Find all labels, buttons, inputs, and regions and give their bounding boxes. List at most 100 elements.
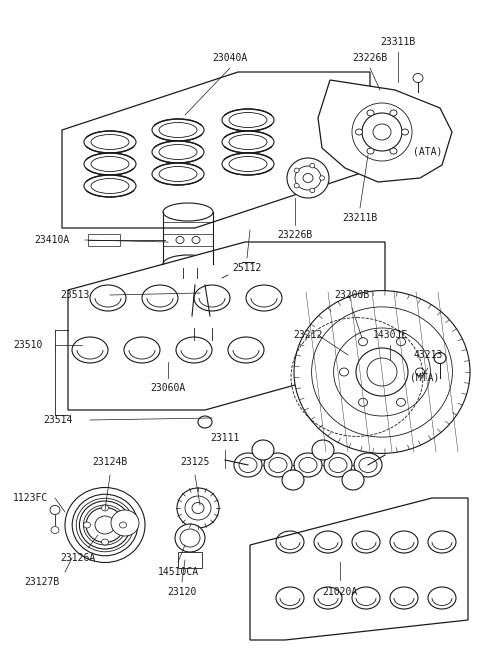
Ellipse shape: [176, 237, 184, 244]
Text: (MTA): (MTA): [410, 373, 440, 383]
Ellipse shape: [95, 516, 115, 534]
Ellipse shape: [229, 156, 267, 171]
Text: 23120: 23120: [168, 587, 197, 597]
Text: 21020A: 21020A: [323, 587, 358, 597]
Text: 14510CA: 14510CA: [157, 567, 199, 577]
Ellipse shape: [152, 119, 204, 141]
Polygon shape: [250, 498, 468, 640]
Text: 23514: 23514: [43, 415, 72, 425]
Text: 23126A: 23126A: [60, 553, 96, 563]
Ellipse shape: [240, 245, 256, 259]
Ellipse shape: [84, 175, 136, 197]
Polygon shape: [62, 72, 370, 228]
Ellipse shape: [180, 529, 200, 547]
Polygon shape: [68, 242, 385, 410]
Text: (ATA): (ATA): [413, 147, 443, 157]
Text: 1430JE: 1430JE: [372, 330, 408, 340]
Ellipse shape: [303, 173, 313, 183]
Text: 23127B: 23127B: [24, 577, 60, 587]
Ellipse shape: [434, 353, 446, 363]
Bar: [178, 552, 202, 568]
Ellipse shape: [373, 124, 391, 140]
Ellipse shape: [91, 135, 129, 150]
Ellipse shape: [356, 348, 408, 396]
Ellipse shape: [152, 163, 204, 185]
Ellipse shape: [312, 440, 334, 460]
Ellipse shape: [294, 168, 299, 173]
Text: 23200B: 23200B: [335, 290, 370, 300]
Ellipse shape: [195, 273, 205, 283]
Ellipse shape: [222, 153, 274, 175]
Ellipse shape: [359, 457, 377, 472]
Ellipse shape: [396, 338, 406, 346]
Text: 1123FC: 1123FC: [12, 493, 48, 503]
Ellipse shape: [65, 487, 145, 562]
Text: 23124B: 23124B: [92, 457, 128, 467]
Text: 23040A: 23040A: [212, 53, 248, 63]
Ellipse shape: [159, 166, 197, 181]
Ellipse shape: [120, 522, 127, 528]
Ellipse shape: [367, 148, 374, 154]
Ellipse shape: [50, 505, 60, 514]
Ellipse shape: [177, 488, 219, 528]
Ellipse shape: [222, 109, 274, 131]
Ellipse shape: [51, 526, 59, 533]
Ellipse shape: [339, 368, 348, 376]
Ellipse shape: [185, 496, 211, 520]
Ellipse shape: [367, 110, 374, 116]
Ellipse shape: [163, 203, 213, 221]
Ellipse shape: [84, 153, 136, 175]
Ellipse shape: [76, 498, 134, 552]
Text: 23125: 23125: [180, 457, 210, 467]
Ellipse shape: [183, 268, 197, 276]
Ellipse shape: [84, 131, 136, 153]
Ellipse shape: [175, 524, 205, 552]
Ellipse shape: [159, 145, 197, 160]
Text: 23410A: 23410A: [35, 235, 70, 245]
Ellipse shape: [295, 166, 321, 190]
Ellipse shape: [101, 539, 108, 545]
Ellipse shape: [356, 129, 362, 135]
Ellipse shape: [234, 453, 262, 477]
Ellipse shape: [390, 148, 397, 154]
Text: 23212: 23212: [293, 330, 323, 340]
Ellipse shape: [216, 279, 224, 286]
Ellipse shape: [310, 188, 315, 193]
Text: 23111: 23111: [210, 433, 240, 443]
Ellipse shape: [91, 179, 129, 194]
Ellipse shape: [334, 328, 431, 416]
Text: 43213: 43213: [413, 350, 443, 360]
Ellipse shape: [390, 110, 397, 116]
Ellipse shape: [294, 290, 470, 453]
Ellipse shape: [359, 398, 368, 406]
Ellipse shape: [396, 398, 406, 406]
Text: 23226B: 23226B: [352, 53, 388, 63]
Ellipse shape: [84, 505, 127, 545]
Ellipse shape: [413, 74, 423, 83]
Ellipse shape: [352, 103, 412, 161]
Ellipse shape: [329, 457, 347, 472]
Ellipse shape: [163, 255, 213, 273]
Ellipse shape: [362, 113, 402, 151]
Ellipse shape: [342, 470, 364, 490]
Ellipse shape: [229, 135, 267, 150]
Ellipse shape: [269, 457, 287, 472]
Ellipse shape: [359, 338, 368, 346]
Ellipse shape: [198, 416, 212, 428]
Ellipse shape: [194, 317, 210, 330]
Text: 23226B: 23226B: [277, 230, 312, 240]
Text: 23211B: 23211B: [342, 213, 378, 223]
Text: 23060A: 23060A: [150, 383, 186, 393]
Ellipse shape: [192, 237, 200, 244]
Ellipse shape: [229, 112, 267, 127]
Ellipse shape: [401, 129, 408, 135]
Ellipse shape: [312, 307, 452, 437]
Ellipse shape: [159, 122, 197, 137]
Ellipse shape: [294, 183, 299, 188]
Ellipse shape: [192, 503, 204, 514]
Ellipse shape: [320, 176, 324, 180]
Ellipse shape: [84, 522, 91, 528]
Ellipse shape: [111, 510, 139, 536]
Ellipse shape: [264, 453, 292, 477]
Ellipse shape: [282, 470, 304, 490]
